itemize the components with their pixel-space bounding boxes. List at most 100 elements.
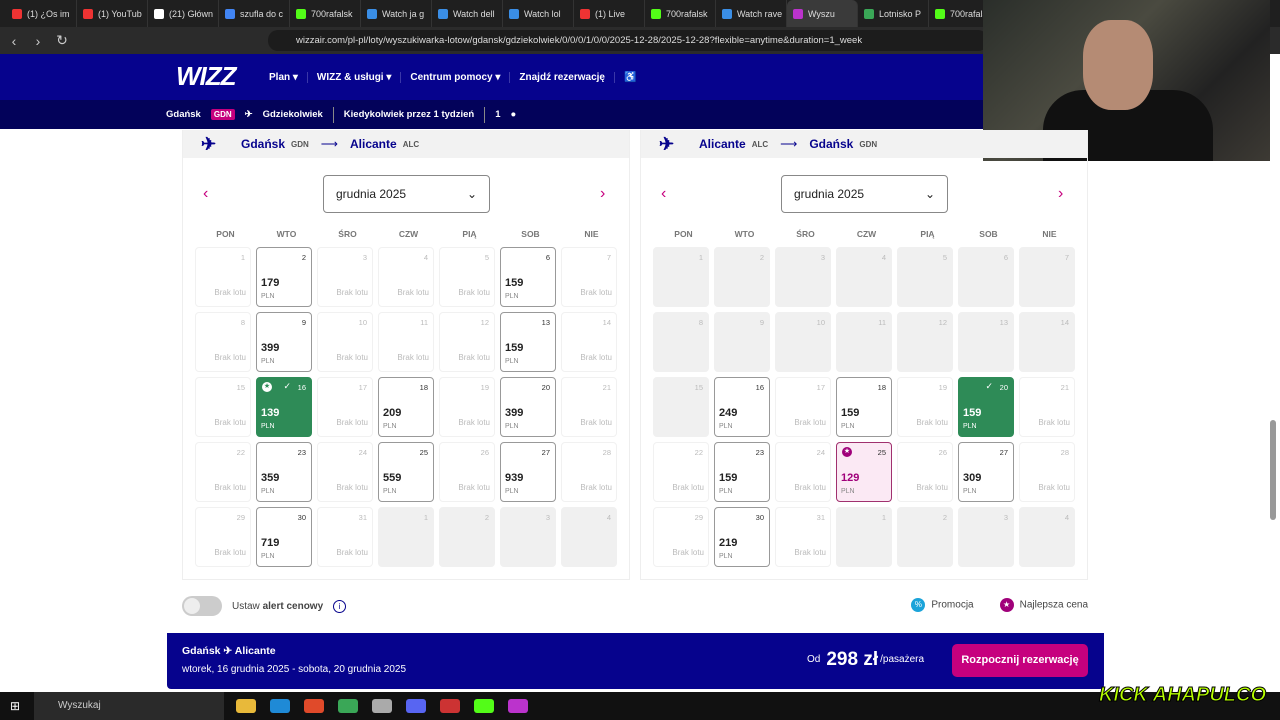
no-flight-label: Brak lotu <box>580 418 612 427</box>
browser-tab[interactable]: Watch ja g <box>361 0 432 27</box>
calendar-day[interactable]: 23 159 PLN <box>714 442 770 502</box>
browser-tab[interactable]: Wyszu <box>787 0 858 27</box>
browser-tab[interactable]: (1) YouTub <box>77 0 148 27</box>
day-number: 30 <box>297 513 306 522</box>
calendar-day[interactable]: 6 159 PLN <box>500 247 556 307</box>
info-icon[interactable]: i <box>333 599 347 613</box>
browser-tab[interactable]: Watch rave <box>716 0 787 27</box>
kick-icon[interactable] <box>474 699 494 713</box>
calendar-day: 24 Brak lotu <box>317 442 373 502</box>
day-number: 13 <box>541 318 550 327</box>
app-icon[interactable] <box>508 699 528 713</box>
menu-plan[interactable]: Plan ▾ <box>260 71 308 83</box>
currency: PLN <box>261 423 275 430</box>
taskbar-search[interactable]: Wyszukaj <box>34 692 224 720</box>
day-number: 1 <box>881 513 886 522</box>
calendar-day: 15 <box>653 377 709 437</box>
weekday: NIE <box>1042 229 1057 239</box>
passengers[interactable]: 1 <box>495 109 501 120</box>
next-month-button[interactable]: › <box>600 185 606 202</box>
reload-icon[interactable]: ↻ <box>56 32 68 48</box>
calendar-day[interactable]: 27 309 PLN <box>958 442 1014 502</box>
check-icon: ✓ <box>283 381 291 391</box>
file-explorer-icon[interactable] <box>236 699 256 713</box>
windows-start-icon[interactable]: ⊞ <box>10 699 21 713</box>
calendar-day[interactable]: 16 249 PLN <box>714 377 770 437</box>
menu-services[interactable]: WIZZ & usługi ▾ <box>308 71 402 83</box>
prev-month-button[interactable]: ‹ <box>661 185 667 202</box>
day-price: 939 <box>505 472 524 484</box>
day-number: 9 <box>759 318 764 327</box>
favicon-icon <box>225 8 235 19</box>
browser-tab[interactable]: Lotnisko P <box>858 0 929 27</box>
calendar-day[interactable]: 20 159 PLN ✓ <box>958 377 1014 437</box>
arrow-icon: ⟶ <box>780 137 798 151</box>
search-summary-bar[interactable]: Gdańsk GDN ✈ Gdziekolwiek Kiedykolwiek p… <box>0 100 984 129</box>
calendar-day[interactable]: 30 219 PLN <box>714 507 770 567</box>
calendar-day: 7 Brak lotu <box>561 247 617 307</box>
calendar-day[interactable]: 18 159 PLN <box>836 377 892 437</box>
edge-icon[interactable] <box>270 699 290 713</box>
browser-tab[interactable]: Watch dell <box>432 0 503 27</box>
browser-tab[interactable]: szufla do c <box>219 0 290 27</box>
calendar-day[interactable]: 2 179 PLN <box>256 247 312 307</box>
accessibility-icon[interactable]: ♿ <box>624 71 637 83</box>
start-booking-button[interactable]: Rozpocznij rezerwację <box>952 644 1088 677</box>
back-icon[interactable]: ‹ <box>11 32 17 49</box>
menu-help[interactable]: Centrum pomocy ▾ <box>401 71 511 83</box>
menu-find-booking[interactable]: Znajdź rezerwację <box>510 71 615 83</box>
weekday: SOB <box>521 229 540 239</box>
day-number: 6 <box>545 253 550 262</box>
calendar-day[interactable]: 13 159 PLN <box>500 312 556 372</box>
month-select[interactable]: grudnia 2025 ⌄ <box>323 175 490 213</box>
calendar-day[interactable]: 30 719 PLN <box>256 507 312 567</box>
day-number: 10 <box>816 318 825 327</box>
calendar-day[interactable]: 16 139 PLN ★ ✓ <box>256 377 312 437</box>
route-header: ✈ Gdańsk GDN ⟶ Alicante ALC <box>183 130 629 158</box>
price-alert-toggle[interactable] <box>182 596 222 616</box>
calendar-day[interactable]: 9 399 PLN <box>256 312 312 372</box>
day-number: 8 <box>240 318 245 327</box>
browser-tab[interactable]: (21) Główn <box>148 0 219 27</box>
browser-tab[interactable]: Watch lol <box>503 0 574 27</box>
taskbar: ⊞ Wyszukaj <box>0 692 1280 720</box>
month-select[interactable]: grudnia 2025 ⌄ <box>781 175 948 213</box>
when[interactable]: Kiedykolwiek przez 1 tydzień <box>343 109 475 120</box>
browser-tab[interactable]: 700rafalsk <box>645 0 716 27</box>
day-number: 15 <box>236 383 245 392</box>
brave-icon[interactable] <box>304 699 324 713</box>
prev-month-button[interactable]: ‹ <box>203 185 209 202</box>
day-number: 5 <box>484 253 489 262</box>
calendar-day: 6 <box>958 247 1014 307</box>
no-flight-label: Brak lotu <box>580 353 612 362</box>
next-month-button[interactable]: › <box>1058 185 1064 202</box>
day-number: 28 <box>602 448 611 457</box>
currency: PLN <box>963 488 977 495</box>
currency: PLN <box>963 423 977 430</box>
chrome-icon[interactable] <box>338 699 358 713</box>
browser-tab[interactable]: (1) ¿Os im <box>6 0 77 27</box>
day-number: 20 <box>999 383 1008 392</box>
url-input[interactable]: wizzair.com/pl-pl/loty/wyszukiwarka-loto… <box>268 30 988 51</box>
app-icon[interactable] <box>372 699 392 713</box>
scrollbar[interactable] <box>1270 420 1276 520</box>
calendar-day[interactable]: 20 399 PLN <box>500 377 556 437</box>
origin[interactable]: Gdańsk <box>166 109 201 120</box>
calendar-day[interactable]: 23 359 PLN <box>256 442 312 502</box>
discord-icon[interactable] <box>406 699 426 713</box>
calendar-day[interactable]: 25 559 PLN <box>378 442 434 502</box>
no-flight-label: Brak lotu <box>336 548 368 557</box>
browser-tab[interactable]: (1) Live <box>574 0 645 27</box>
browser-tab[interactable]: 700rafalsk <box>290 0 361 27</box>
forward-icon[interactable]: › <box>35 32 41 49</box>
day-number: 1 <box>698 253 703 262</box>
destination[interactable]: Gdziekolwiek <box>262 109 323 120</box>
wizz-logo[interactable]: WIZZ <box>176 61 237 91</box>
obs-icon[interactable] <box>440 699 460 713</box>
calendar-day: 17 Brak lotu <box>317 377 373 437</box>
calendar-day: 29 Brak lotu <box>195 507 251 567</box>
calendar-day[interactable]: 25 129 PLN ★ <box>836 442 892 502</box>
day-number: 26 <box>938 448 947 457</box>
calendar-day[interactable]: 18 209 PLN <box>378 377 434 437</box>
calendar-day[interactable]: 27 939 PLN <box>500 442 556 502</box>
